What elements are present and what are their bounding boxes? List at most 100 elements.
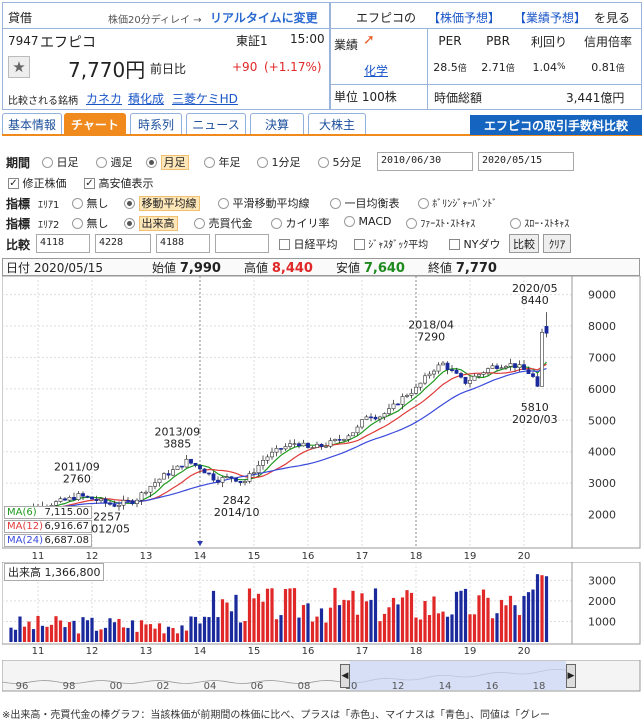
tab-earnings[interactable]: 決算 (250, 113, 304, 134)
fee-compare-banner[interactable]: エフピコの取引手数料比較 (470, 115, 642, 135)
candle-body (486, 368, 490, 373)
compare-button[interactable]: 比較 (509, 234, 539, 253)
date-to-input[interactable]: 2020/05/15 (478, 152, 574, 171)
volume-bar (288, 588, 292, 642)
candle-body (351, 432, 355, 437)
candle-body (274, 448, 279, 453)
compare-code-3[interactable]: 4188 (156, 234, 210, 253)
range-tick: 14 (439, 681, 452, 692)
metrics-hline (427, 84, 642, 85)
area1-smoothed-ma[interactable]: 平滑移動平均線 (218, 195, 310, 211)
candle-body (337, 439, 342, 441)
area2-fast-stochastic[interactable]: ﾌｧｰｽﾄ･ｽﾄｷｬｽ (406, 215, 475, 230)
compare-stock-link-1[interactable]: カネカ (86, 92, 123, 106)
period-1min[interactable]: 1分足 (257, 154, 301, 170)
volume-bar (418, 619, 423, 642)
volume-bar (126, 627, 130, 642)
tab-shareholders[interactable]: 大株主 (308, 113, 366, 134)
range-left-handle[interactable]: ◀ (340, 664, 350, 688)
range-tick: 10 (345, 681, 358, 692)
adjusted-price-checkbox[interactable]: ✓ 修正株価 (8, 177, 67, 190)
area1-none[interactable]: 無し (72, 195, 109, 211)
time-marker-icon (197, 541, 203, 546)
stock-forecast-link[interactable]: 【株価予想】 (428, 11, 501, 25)
change-label: 前日比 (150, 62, 187, 76)
volume-bar (99, 629, 103, 642)
candle-body (373, 416, 378, 420)
tab-chart[interactable]: チャート (64, 113, 126, 134)
nikkei-checkbox[interactable]: 日経平均 (279, 236, 338, 252)
stock-code: 7947 (8, 34, 39, 48)
range-right-handle[interactable]: ▶ (566, 664, 576, 688)
earnings-forecast-link[interactable]: 【業績予想】 (514, 11, 587, 25)
candle-body (261, 460, 265, 466)
area2-none[interactable]: 無し (72, 215, 109, 231)
period-monthly[interactable]: 月足 (146, 154, 189, 170)
tab-news[interactable]: ニュース (186, 113, 246, 134)
area1-moving-average[interactable]: 移動平均線 (124, 195, 200, 211)
tab-timeseries[interactable]: 時系列 (130, 113, 182, 134)
candle-body (432, 370, 436, 375)
area2-deviation[interactable]: カイリ率 (271, 215, 330, 231)
candle-body (459, 373, 463, 378)
volume-bar (409, 592, 414, 642)
clear-button[interactable]: ｸﾘｱ (543, 234, 571, 253)
candle-body (238, 481, 243, 483)
volume-bar (454, 591, 459, 642)
volume-bar (265, 588, 270, 642)
area2-slow-stochastic[interactable]: ｽﾛｰ･ｽﾄｷｬｽ (510, 215, 569, 230)
candle-body (441, 362, 445, 366)
price-y-tick: 5000 (588, 414, 616, 427)
range-tick: 06 (251, 681, 264, 692)
period-yearly[interactable]: 年足 (204, 154, 241, 170)
volume-bar (135, 631, 139, 642)
volume-bar (58, 620, 63, 642)
compare-stocks-label: 比較される銘柄 (8, 96, 78, 107)
ma12-legend: MA(12) 6,916.67 (4, 520, 92, 533)
area2-volume[interactable]: 出来高 (124, 215, 178, 231)
compare-code-1[interactable]: 4118 (36, 234, 90, 253)
realtime-link[interactable]: リアルタイムに変更 (210, 11, 318, 25)
nydow-checkbox[interactable]: NYダウ (449, 236, 500, 252)
high-low-checkbox[interactable]: ✓ 高安値表示 (84, 177, 154, 190)
ma6-line (10, 361, 547, 512)
compare-stock-link-3[interactable]: 三菱ケミHD (172, 92, 238, 106)
volume-bar (238, 622, 243, 642)
price-annotation: 5810 (521, 401, 549, 414)
volume-bar (373, 588, 378, 642)
volume-bar (531, 589, 535, 642)
volume-bar (198, 623, 202, 642)
price-y-tick: 4000 (588, 446, 616, 459)
sector-link[interactable]: 化学 (364, 64, 389, 78)
area2-macd[interactable]: MACD (344, 215, 391, 228)
volume-bar (184, 630, 189, 642)
favorite-star-icon[interactable]: ★ (8, 56, 30, 78)
compare-stock-link-2[interactable]: 積化成 (128, 92, 165, 106)
date-from-input[interactable]: 2010/06/30 (377, 152, 473, 171)
volume-bar (54, 616, 58, 642)
price-change: +90 (232, 60, 258, 74)
candle-body (522, 364, 526, 370)
area1-bollinger[interactable]: ﾎﾞﾘﾝｼﾞｬｰﾊﾞﾝﾄﾞ (418, 195, 497, 210)
volume-bar (9, 627, 13, 642)
stock-header-left (2, 2, 330, 110)
candle-body (364, 416, 369, 420)
compare-code-4[interactable] (215, 234, 269, 253)
period-5min[interactable]: 5分足 (318, 154, 362, 170)
volume-bar (495, 613, 499, 642)
period-weekly[interactable]: 週足 (96, 154, 133, 170)
compare-code-2[interactable]: 4228 (95, 234, 151, 253)
candle-body (540, 332, 544, 387)
volume-bar (540, 575, 544, 642)
area2-trading-value[interactable]: 売買代金 (194, 215, 253, 231)
candle-body (436, 364, 441, 372)
period-daily[interactable]: 日足 (42, 154, 79, 170)
price-x-tick: 19 (464, 551, 477, 562)
range-navigator[interactable]: 96 98 00 02 04 06 08 10 12 14 16 18 (2, 660, 642, 692)
area1-ichimoku[interactable]: 一目均衡表 (330, 195, 400, 211)
volume-x-tick: 17 (356, 646, 369, 657)
tab-basic-info[interactable]: 基本情報 (2, 113, 62, 134)
jasdaq-checkbox[interactable]: ｼﾞｬｽﾀﾞｯｸ平均 (354, 236, 428, 251)
indicator-label-1: 指標 (6, 197, 31, 211)
candle-body (184, 458, 189, 468)
